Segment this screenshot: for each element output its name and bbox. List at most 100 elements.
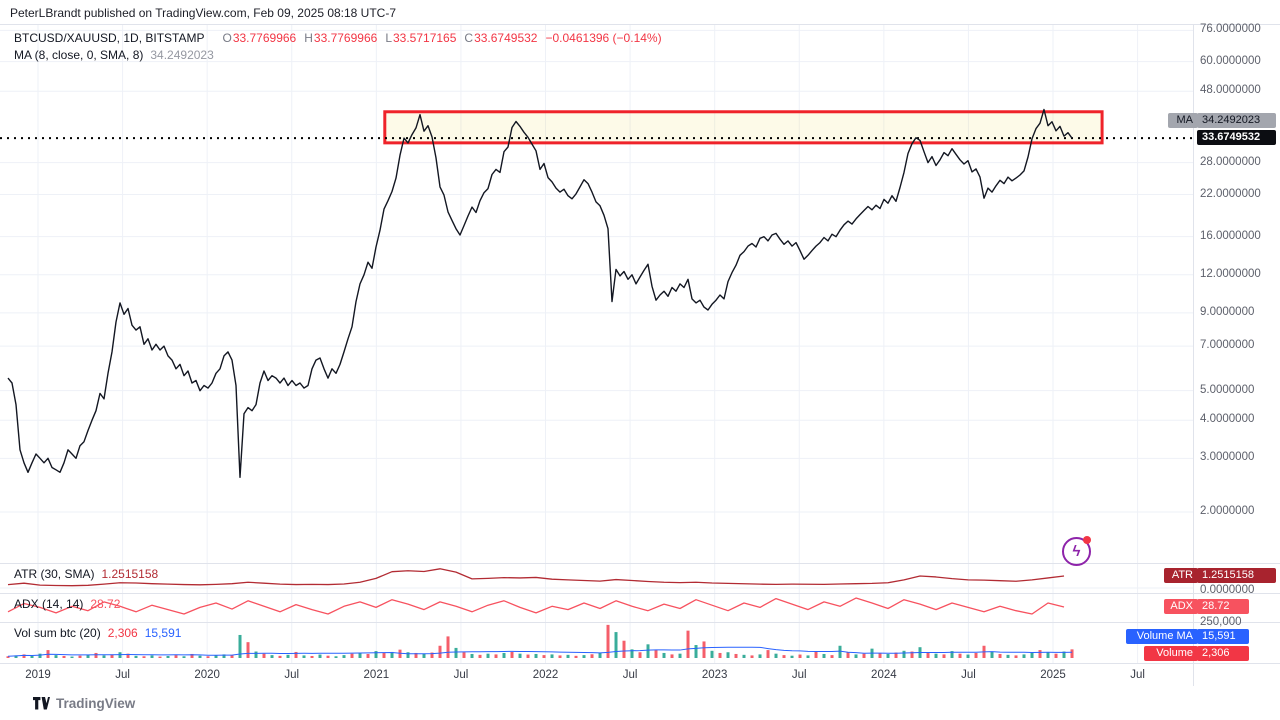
ohlc-letter: L <box>385 31 392 45</box>
volume-bar <box>262 653 266 658</box>
volume-bar <box>974 652 978 658</box>
volume-bar <box>662 652 666 658</box>
atr-value: 1.2515158 <box>101 567 159 581</box>
volume-bar <box>142 656 146 658</box>
volume-bar <box>1038 650 1042 658</box>
volume-bar <box>806 655 810 658</box>
volume-bar <box>438 645 442 658</box>
volume-bar <box>134 655 138 658</box>
volume-bar <box>30 655 34 658</box>
notification-dot <box>1083 536 1091 544</box>
volume-bar <box>718 652 722 658</box>
volume-bar <box>798 654 802 658</box>
volume-bar <box>182 656 186 658</box>
volume-bar <box>766 650 770 658</box>
flash-ideas-button[interactable]: ϟ <box>1062 536 1091 566</box>
volume-ma-line <box>7 646 1073 657</box>
volume-bar <box>494 654 498 658</box>
time-tick-label: 2025 <box>1040 669 1066 681</box>
lightning-bolt-icon: ϟ <box>1072 543 1081 560</box>
volume-bar <box>54 655 58 658</box>
volume-bar <box>966 654 970 658</box>
main-legend[interactable]: BTCUSD/XAUUSD, 1D, BITSTAMP O33.7769966 H3… <box>14 31 662 45</box>
volume-bar <box>78 655 82 658</box>
volume-bar <box>462 652 466 658</box>
volume-bar <box>534 653 538 658</box>
volume-bar <box>254 651 258 658</box>
volume-bar <box>14 655 18 658</box>
ohlc-values: O33.7769966 H33.7769966 L33.5717165 C33.674… <box>214 31 537 45</box>
volume-bar <box>678 653 682 658</box>
ma-axis-badge-value: 34.2492023 <box>1197 113 1276 129</box>
time-tick-label: 2023 <box>701 669 728 681</box>
volume-bar <box>278 655 282 658</box>
volume-bar <box>742 654 746 658</box>
time-tick-label: Jul <box>115 669 130 681</box>
volume-bar <box>446 636 450 658</box>
volume-bar <box>1062 651 1066 658</box>
symbol-title[interactable]: BTCUSD/XAUUSD, 1D, BITSTAMP <box>14 31 205 45</box>
atr-line <box>7 568 1065 587</box>
volume-value: 2,306 <box>107 626 138 640</box>
adx-axis-badge-value: 28.72 <box>1197 599 1249 614</box>
ohlc-number: 33.5717165 <box>393 31 457 45</box>
volume-bar <box>822 653 826 658</box>
volume-bar <box>862 653 866 658</box>
volume-bar <box>310 655 314 658</box>
volume-bar <box>854 654 858 658</box>
atr-axis-badge-value: 1.2515158 <box>1197 567 1276 583</box>
volume-bar <box>174 655 178 658</box>
volume-bar <box>366 653 370 658</box>
time-tick-label: Jul <box>1130 669 1145 681</box>
time-tick-label: Jul <box>453 669 469 681</box>
volume-bar <box>710 650 714 658</box>
volume-bar <box>302 655 306 658</box>
volume-bar <box>1014 655 1018 658</box>
atr-legend[interactable]: ATR (30, SMA) 1.2515158 <box>14 567 158 581</box>
ma-legend[interactable]: MA (8, close, 0, SMA, 8) 34.2492023 <box>14 48 214 62</box>
tradingview-logo-text: TradingView <box>56 696 136 711</box>
adx-legend[interactable]: ADX (14, 14) 28.72 <box>14 597 120 611</box>
volume-bar <box>582 655 586 658</box>
ohlc-number: 33.7769966 <box>232 31 297 45</box>
volume-bar <box>694 645 698 658</box>
volume-bar <box>486 653 490 658</box>
adx-axis-badge-label: ADX <box>1164 599 1198 614</box>
tradingview-logo[interactable]: TradingView <box>33 696 135 711</box>
volume-bar <box>358 652 362 658</box>
ma-axis-badge-label: MA <box>1168 113 1198 129</box>
price-tick-label: 48.0000000 <box>1200 84 1261 97</box>
price-tick-label: 2.0000000 <box>1200 505 1255 517</box>
price-tick-label: 60.0000000 <box>1200 54 1261 67</box>
volume-legend[interactable]: Vol sum btc (20) 2,306 15,591 <box>14 626 181 640</box>
volume-bar <box>6 656 10 658</box>
adx-value: 28.72 <box>90 597 121 611</box>
volume-bar <box>350 653 354 658</box>
price-tick-label: 28.0000000 <box>1200 155 1261 168</box>
volume-bar <box>102 655 106 658</box>
volume-bar <box>838 645 842 658</box>
time-tick-label: Jul <box>791 669 807 681</box>
volume-bar <box>542 655 546 658</box>
volume-bar <box>1006 654 1010 658</box>
volume-bar <box>382 652 386 658</box>
price-tick-label: 3.0000000 <box>1200 451 1255 464</box>
volume-bar <box>286 654 290 658</box>
adx-label: ADX (14, 14) <box>14 597 84 611</box>
atr-label: ATR (30, SMA) <box>14 567 95 581</box>
volume-bar <box>198 655 202 658</box>
volume-bar <box>1046 652 1050 658</box>
volume-bar <box>894 652 898 658</box>
time-tick-label: 2019 <box>25 669 51 681</box>
price-tick-label: 5.0000000 <box>1200 383 1255 396</box>
ma-label: MA (8, close, 0, SMA, 8) <box>14 48 144 62</box>
volume-ma-badge-label: Volume MA <box>1126 629 1198 644</box>
volume-bar <box>518 653 522 658</box>
volume-badge-label: Volume <box>1144 646 1198 661</box>
volume-bar <box>214 655 218 658</box>
ohlc-number: 33.6749532 <box>474 31 538 45</box>
volume-bar <box>38 653 42 658</box>
volume-bar <box>846 652 850 658</box>
